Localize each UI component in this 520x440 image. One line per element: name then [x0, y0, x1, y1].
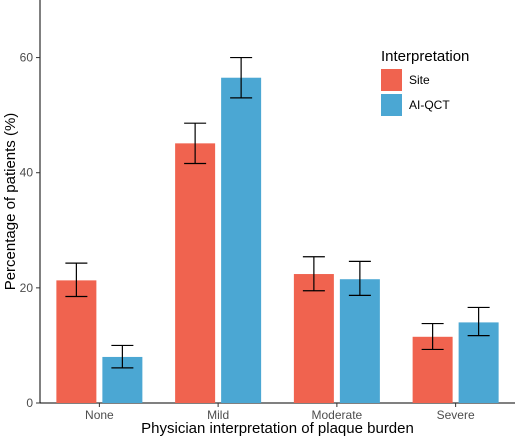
- legend: Interpretation Site AI-QCT: [381, 48, 469, 116]
- x-tick-label: Severe: [437, 408, 475, 422]
- y-tick-label: 60: [20, 51, 34, 65]
- y-tick-label: 40: [20, 166, 34, 180]
- y-tick-label: 0: [26, 396, 33, 410]
- bar-site-mild: [175, 143, 216, 404]
- legend-label-site: Site: [409, 73, 430, 87]
- y-tick-labels: 0 20 40 60: [20, 51, 40, 410]
- y-axis-title: Percentage of patients (%): [2, 113, 19, 291]
- x-tick-label: Mild: [207, 408, 229, 422]
- bars: [56, 77, 499, 404]
- x-tick-label: None: [85, 408, 114, 422]
- error-bars: [65, 56, 490, 369]
- legend-swatch-site: [381, 69, 402, 91]
- x-tick-label: Moderate: [312, 408, 363, 422]
- y-tick-label: 20: [20, 281, 34, 295]
- bar-site-none: [56, 280, 97, 403]
- bar-ai-qct-moderate: [339, 279, 380, 403]
- bar-ai-qct-mild: [221, 77, 262, 403]
- legend-swatch-ai-qct: [381, 94, 402, 116]
- bar-site-moderate: [293, 274, 334, 403]
- legend-label-ai-qct: AI-QCT: [409, 98, 450, 112]
- x-tick-labels: None Mild Moderate Severe: [85, 403, 475, 422]
- x-axis-title: Physician interpretation of plaque burde…: [141, 420, 414, 437]
- legend-title: Interpretation: [381, 48, 469, 65]
